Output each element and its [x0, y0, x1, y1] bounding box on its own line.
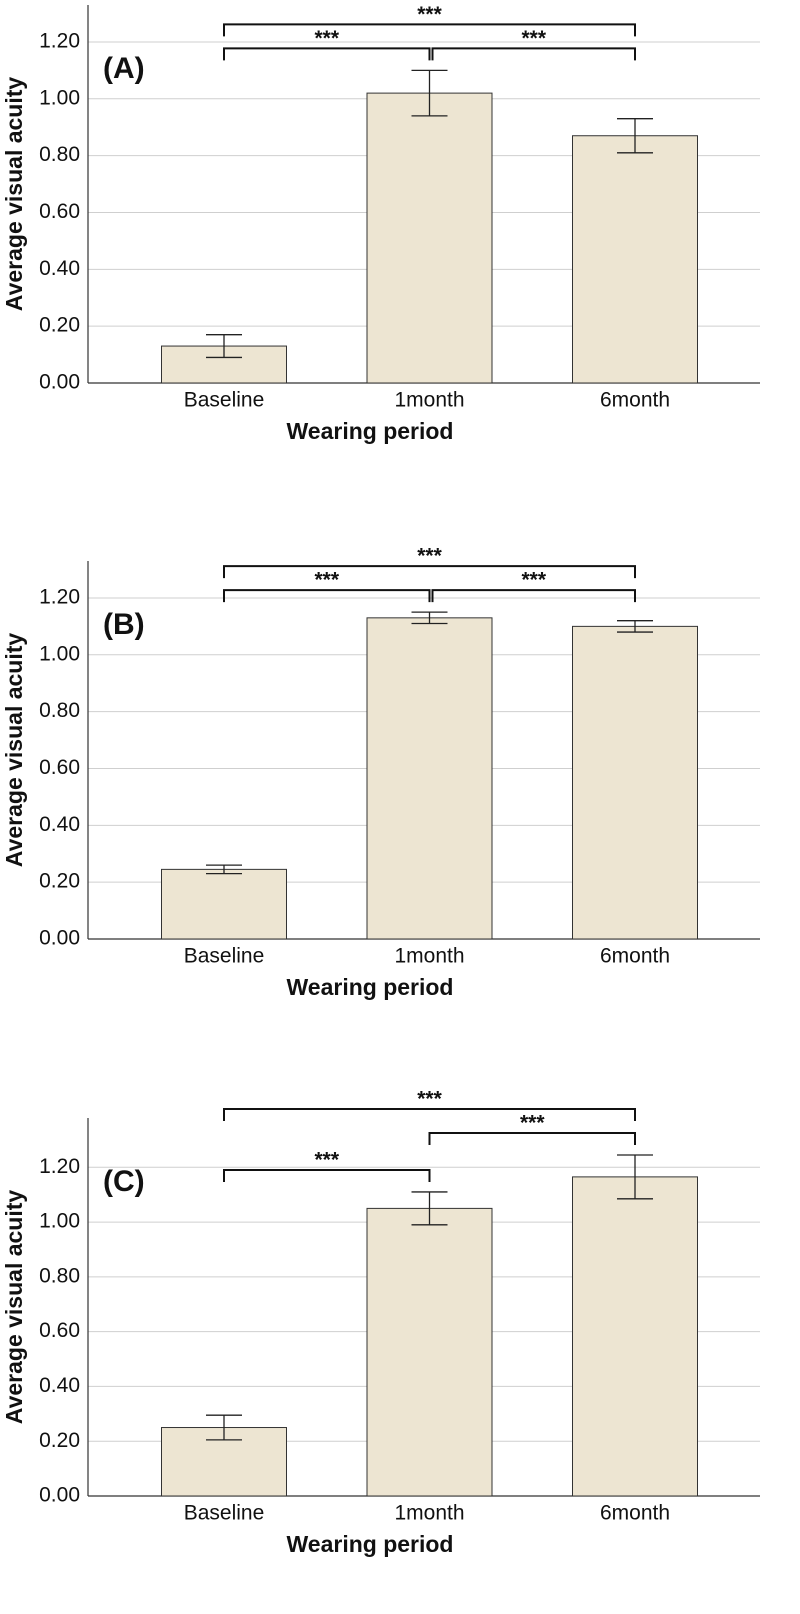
significance-bracket [428, 1131, 636, 1145]
bar [572, 135, 698, 384]
x-tick-label: 6month [600, 389, 670, 412]
significance-label: *** [314, 27, 339, 50]
y-tick-label: 1.00 [39, 1210, 80, 1233]
significance-bracket [223, 47, 431, 61]
x-tick-label: 1month [394, 945, 464, 968]
bar [366, 1207, 493, 1497]
y-tick-label: 1.20 [39, 1155, 80, 1178]
x-tick-label: 1month [394, 389, 464, 412]
y-tick-label: 1.00 [39, 642, 80, 665]
x-tick-label: Baseline [184, 1502, 265, 1525]
y-tick-label: 0.20 [39, 870, 80, 893]
y-tick-label: 0.00 [39, 927, 80, 950]
y-tick-label: 0.00 [39, 1484, 80, 1507]
y-tick-label: 0.40 [39, 257, 80, 280]
y-tick-label: 0.00 [39, 371, 80, 394]
y-tick-label: 0.60 [39, 200, 80, 223]
x-axis-label: Wearing period [287, 1531, 454, 1557]
significance-bracket [223, 1168, 431, 1182]
significance-bracket [223, 565, 636, 579]
panel-label: (B) [103, 608, 145, 641]
bar [366, 617, 493, 940]
y-tick-label: 0.80 [39, 1264, 80, 1287]
significance-bracket [223, 1107, 636, 1121]
x-tick-label: 1month [394, 1502, 464, 1525]
bar [161, 868, 287, 940]
x-tick-label: Baseline [184, 945, 265, 968]
x-tick-label: 6month [600, 1502, 670, 1525]
x-tick-label: 6month [600, 945, 670, 968]
significance-label: *** [521, 27, 546, 50]
y-axis-label: Average visual acuity [1, 633, 27, 868]
significance-label: *** [417, 3, 442, 26]
significance-label: *** [314, 569, 339, 592]
x-tick-label: Baseline [184, 389, 265, 412]
y-axis-label: Average visual acuity [1, 1190, 27, 1425]
panel-label: (A) [103, 52, 145, 85]
y-tick-label: 0.80 [39, 699, 80, 722]
bar [366, 92, 493, 384]
y-axis-label: Average visual acuity [1, 77, 27, 312]
y-tick-label: 0.40 [39, 813, 80, 836]
y-tick-label: 0.60 [39, 756, 80, 779]
x-axis-label: Wearing period [287, 974, 454, 1000]
y-tick-label: 0.40 [39, 1374, 80, 1397]
bar [572, 1176, 698, 1497]
y-tick-label: 0.20 [39, 1429, 80, 1452]
x-axis-label: Wearing period [287, 418, 454, 444]
significance-bracket [223, 23, 636, 37]
significance-bracket [431, 47, 636, 61]
significance-bracket [431, 589, 636, 603]
significance-label: *** [314, 1149, 339, 1172]
significance-bracket [223, 589, 431, 603]
significance-label: *** [417, 545, 442, 568]
y-tick-label: 1.00 [39, 86, 80, 109]
y-tick-label: 1.20 [39, 585, 80, 608]
panel-label: (C) [103, 1165, 145, 1198]
y-tick-label: 0.60 [39, 1319, 80, 1342]
y-tick-label: 0.80 [39, 143, 80, 166]
y-tick-label: 1.20 [39, 29, 80, 52]
significance-label: *** [417, 1088, 442, 1111]
y-tick-label: 0.20 [39, 314, 80, 337]
significance-label: *** [520, 1112, 545, 1135]
significance-label: *** [521, 569, 546, 592]
bar [572, 625, 698, 940]
